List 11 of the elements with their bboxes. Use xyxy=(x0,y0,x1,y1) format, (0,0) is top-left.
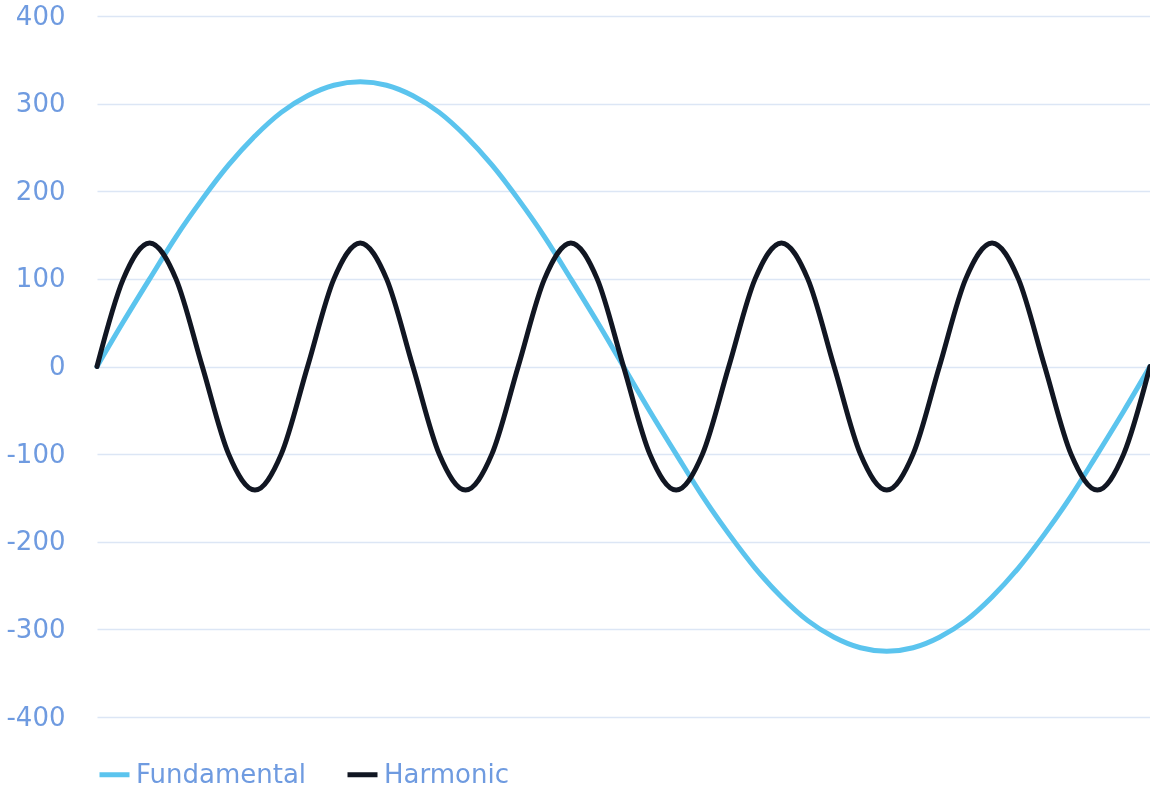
legend-label: Harmonic xyxy=(384,758,509,789)
legend-label: Fundamental xyxy=(136,758,307,789)
y-tick-label: 300 xyxy=(15,88,66,119)
y-tick-label: -300 xyxy=(6,613,66,644)
y-tick-label: 100 xyxy=(15,263,66,294)
y-tick-label: 400 xyxy=(15,0,66,31)
y-tick-label: -200 xyxy=(6,526,66,557)
y-tick-label: -100 xyxy=(6,438,66,469)
y-tick-label: 200 xyxy=(15,175,66,206)
y-tick-label: 0 xyxy=(48,351,66,381)
y-tick-label: -400 xyxy=(6,701,66,732)
